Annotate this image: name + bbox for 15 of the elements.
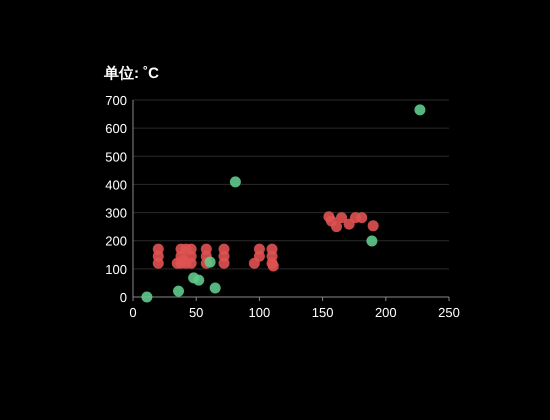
y-tick-label: 400 bbox=[105, 177, 127, 192]
x-tick-label: 0 bbox=[129, 305, 137, 320]
y-tick-label: 200 bbox=[105, 234, 127, 249]
y-tick-label: 300 bbox=[105, 206, 127, 221]
x-tick-label: 250 bbox=[438, 305, 460, 320]
y-tick-label: 600 bbox=[105, 121, 127, 136]
x-tick-label: 50 bbox=[188, 305, 204, 320]
x-tick-label: 100 bbox=[248, 305, 270, 320]
y-tick-label: 100 bbox=[105, 262, 127, 277]
y-tick-label: 700 bbox=[105, 93, 127, 108]
y-axis-title: 单位: ˚C bbox=[103, 65, 160, 82]
x-tick-label: 200 bbox=[374, 305, 397, 320]
y-tick-label: 0 bbox=[120, 290, 127, 305]
x-tick-label: 150 bbox=[312, 305, 334, 320]
y-tick-label: 500 bbox=[105, 149, 127, 164]
